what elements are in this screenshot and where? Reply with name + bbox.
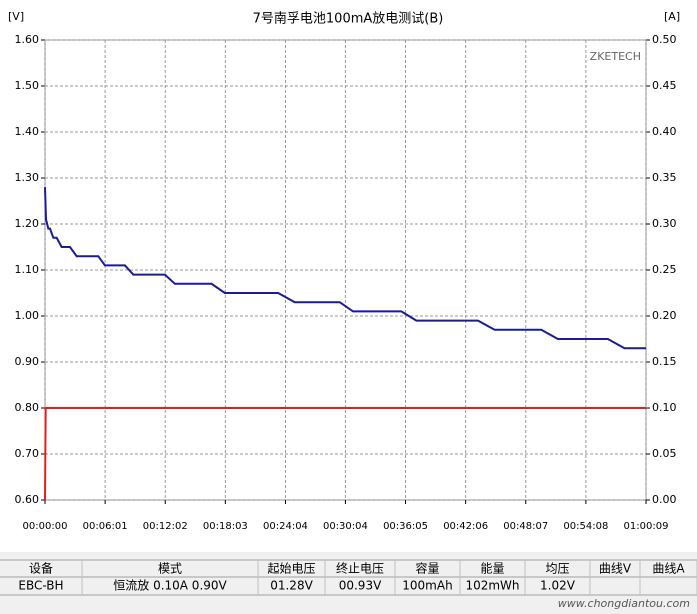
y-unit: [V] [8,10,24,23]
table-header: 终止电压 [336,561,384,576]
y2-tick-label: 0.00 [652,493,677,506]
y2-tick-label: 0.10 [652,401,677,414]
chart-title: 7号南孚电池100mA放电测试(B) [253,11,444,27]
x-tick-label: 00:18:03 [203,521,248,532]
y-tick-label: 0.60 [15,493,40,506]
table-cell: 100mAh [402,579,452,593]
y2-tick-label: 0.20 [652,309,677,322]
y-tick-label: 0.90 [15,355,40,368]
y-tick-label: 1.10 [15,263,40,276]
y-tick-label: 1.50 [15,79,40,92]
y-tick-label: 0.70 [15,447,40,460]
table-header: 模式 [158,562,182,576]
x-tick-label: 00:06:01 [83,521,128,532]
table-watermark: www.chongdiantou.com [558,597,690,610]
watermark: ZKETECH [590,50,641,63]
table-header: 容量 [415,561,439,576]
table-header: 能量 [480,562,504,576]
x-tick-label: 00:36:05 [383,521,428,532]
background [0,0,697,548]
table-cell: 00.93V [339,579,382,593]
table-cell: 1.02V [540,579,576,593]
y-tick-label: 1.40 [15,125,40,138]
table-cell: 恒流放 0.10A 0.90V [113,578,227,593]
table-header: 曲线A [652,562,685,576]
y-tick-label: 1.20 [15,217,40,230]
series-line [44,407,646,501]
y-tick-label: 1.60 [15,33,40,46]
table-cell: EBC-BH [18,579,63,593]
table-cell: 102mWh [465,579,519,593]
y2-unit: [A] [664,10,680,23]
y2-tick-label: 0.45 [652,79,677,92]
table-header: 设备 [29,562,53,576]
x-tick-label: 01:00:09 [624,521,669,532]
y2-tick-label: 0.40 [652,125,677,138]
x-tick-label: 00:24:04 [263,521,308,532]
y-tick-label: 1.30 [15,171,40,184]
table-header: 起始电压 [267,562,315,576]
y2-tick-label: 0.50 [652,33,677,46]
x-tick-label: 00:30:04 [323,521,368,532]
series-line [44,187,646,350]
x-tick-label: 00:42:06 [443,521,488,532]
y2-tick-label: 0.30 [652,217,677,230]
x-tick-label: 00:00:00 [23,521,68,532]
y-tick-label: 0.80 [15,401,40,414]
y2-tick-label: 0.15 [652,355,677,368]
table-cell: 01.28V [270,579,313,593]
table-bg [0,552,697,614]
y-tick-label: 1.00 [15,309,40,322]
table-header: 曲线V [599,562,632,576]
x-tick-label: 00:48:07 [503,521,548,532]
y2-tick-label: 0.05 [652,447,677,460]
table-header: 均压 [545,562,569,576]
x-tick-label: 00:54:08 [563,521,608,532]
x-tick-label: 00:12:02 [143,521,188,532]
y2-tick-label: 0.25 [652,263,677,276]
y2-tick-label: 0.35 [652,171,677,184]
